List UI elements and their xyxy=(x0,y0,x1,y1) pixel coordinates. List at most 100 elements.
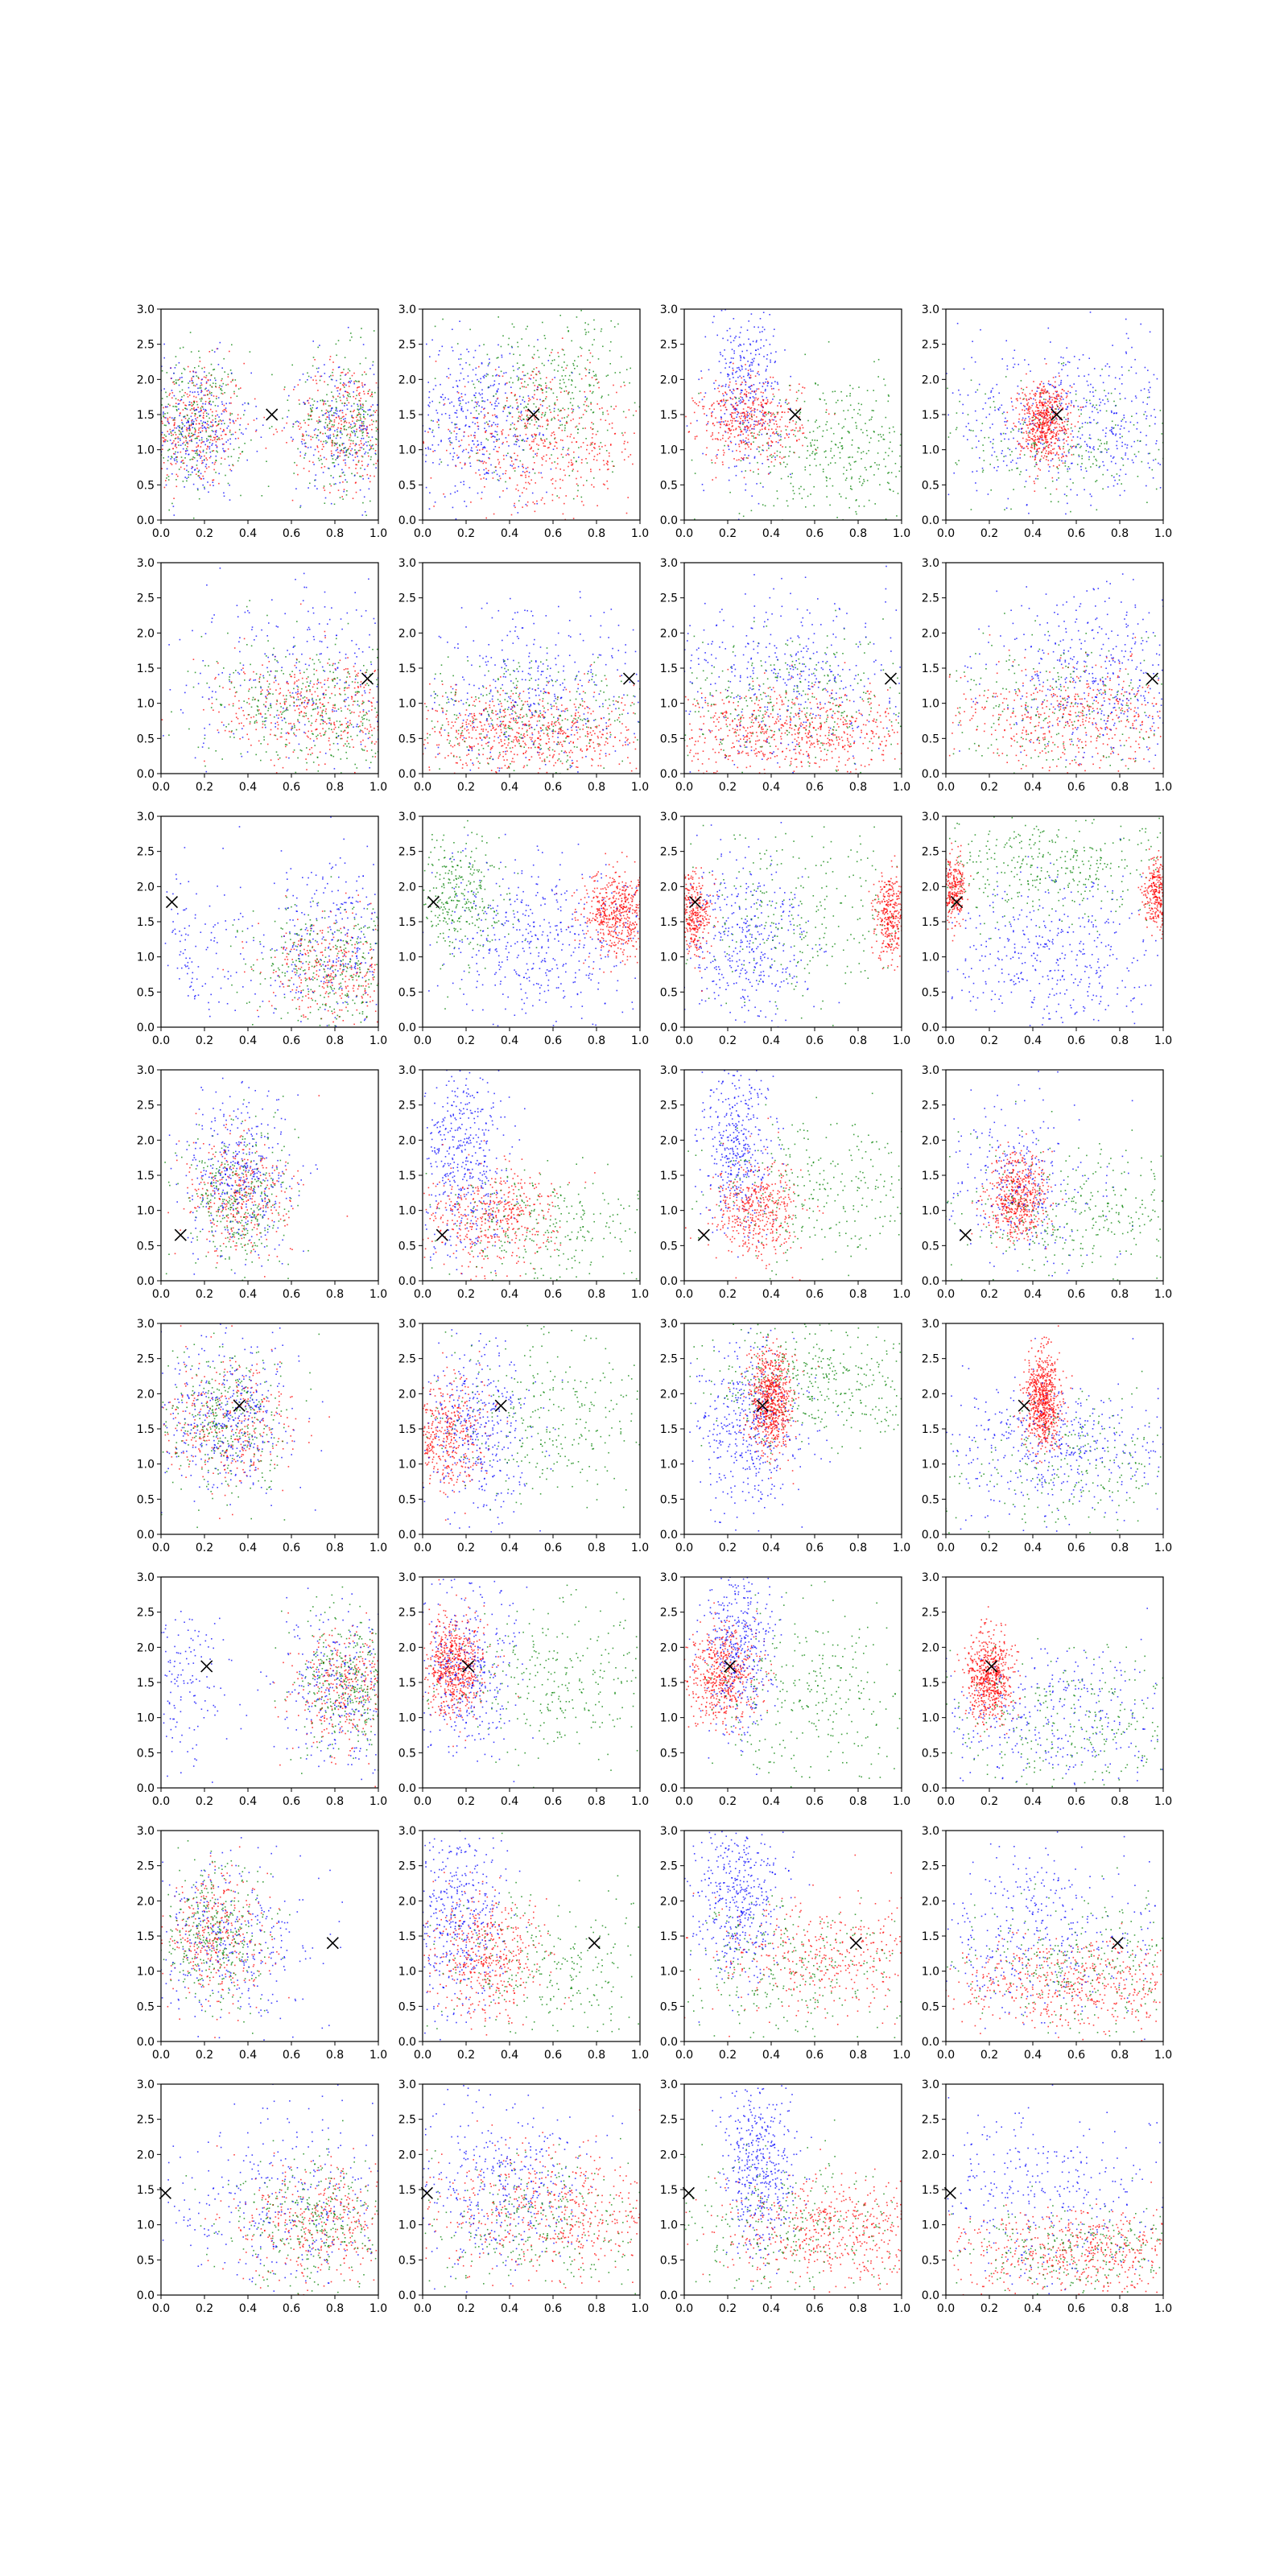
scatter-point xyxy=(361,328,362,329)
scatter-point xyxy=(1067,406,1069,407)
scatter-point xyxy=(328,418,330,420)
scatter-point xyxy=(329,492,331,493)
scatter-point xyxy=(209,484,211,486)
scatter-point xyxy=(1051,481,1054,482)
scatter-point xyxy=(770,435,772,437)
scatter-point xyxy=(1061,396,1063,398)
scatter-point xyxy=(1047,404,1049,407)
scatter-point xyxy=(519,460,522,462)
scatter-point xyxy=(187,446,188,448)
scatter-point xyxy=(751,427,753,430)
scatter-point xyxy=(492,385,494,386)
scatter-point xyxy=(191,407,193,410)
scatter-point xyxy=(758,326,759,328)
scatter-point xyxy=(502,335,504,336)
scatter-point xyxy=(866,480,869,481)
scatter-point xyxy=(1019,457,1021,459)
scatter-point xyxy=(200,431,201,433)
scatter-point xyxy=(1106,452,1108,453)
scatter-point xyxy=(523,364,525,366)
scatter-point xyxy=(353,402,355,405)
scatter-point xyxy=(518,489,519,492)
scatter-point xyxy=(211,426,213,427)
scatter-point xyxy=(738,444,740,445)
scatter-point xyxy=(173,452,175,455)
scatter-point xyxy=(175,382,177,383)
scatter-point xyxy=(888,448,890,449)
scatter-point xyxy=(1111,420,1113,423)
scatter-point xyxy=(724,391,726,393)
scatter-point xyxy=(362,427,365,430)
scatter-point xyxy=(1067,374,1069,377)
scatter-point xyxy=(340,399,341,402)
scatter-point xyxy=(737,426,740,427)
scatter-point xyxy=(423,442,425,444)
scatter-point xyxy=(559,487,561,489)
scatter-point xyxy=(742,459,745,461)
scatter-point xyxy=(514,394,516,397)
scatter-point xyxy=(177,403,180,405)
scatter-point xyxy=(187,427,189,430)
scatter-point xyxy=(873,390,874,391)
scatter-point xyxy=(270,426,273,427)
scatter-point xyxy=(728,467,730,469)
scatter-point xyxy=(592,411,594,414)
scatter-point xyxy=(526,470,528,473)
scatter-point xyxy=(363,425,365,427)
scatter-point xyxy=(208,390,209,391)
scatter-point xyxy=(253,419,255,421)
scatter-point xyxy=(1121,445,1123,448)
scatter-point xyxy=(551,419,552,421)
scatter-point xyxy=(759,331,761,333)
scatter-point xyxy=(590,469,592,470)
scatter-point xyxy=(225,441,227,443)
scatter-point xyxy=(551,418,553,420)
scatter-point xyxy=(724,392,727,394)
scatter-point xyxy=(214,437,216,439)
scatter-point xyxy=(1118,479,1121,481)
scatter-point xyxy=(1096,422,1099,423)
scatter-point xyxy=(1032,442,1034,444)
scatter-point xyxy=(725,424,728,426)
scatter-point xyxy=(1005,376,1007,378)
scatter-point xyxy=(997,409,1000,411)
scatter-point xyxy=(874,462,876,464)
scatter-point xyxy=(748,392,749,394)
scatter-point xyxy=(795,435,796,437)
scatter-point xyxy=(1024,422,1026,423)
scatter-point xyxy=(577,405,579,407)
scatter-point xyxy=(511,346,513,349)
scatter-point xyxy=(508,407,510,408)
scatter-point xyxy=(744,414,746,416)
scatter-point xyxy=(222,448,224,450)
y-tick-label: 1.0 xyxy=(660,444,678,457)
scatter-point xyxy=(347,327,349,328)
scatter-point xyxy=(953,472,955,474)
scatter-point xyxy=(223,357,225,360)
scatter-point xyxy=(540,472,542,474)
scatter-point xyxy=(885,465,886,468)
scatter-point xyxy=(727,374,729,375)
scatter-point xyxy=(733,377,734,378)
scatter-point xyxy=(496,440,497,442)
scatter-point xyxy=(704,336,707,338)
scatter-point xyxy=(1050,421,1051,423)
scatter-point xyxy=(238,428,241,431)
scatter-point xyxy=(522,492,523,493)
scatter-point xyxy=(535,434,538,436)
scatter-point xyxy=(981,467,984,469)
scatter-point xyxy=(819,426,820,427)
scatter-point xyxy=(479,449,481,451)
scatter-point xyxy=(568,391,570,393)
scatter-point xyxy=(747,457,749,459)
scatter-point xyxy=(361,443,362,444)
scatter-point xyxy=(1087,422,1088,424)
scatter-point xyxy=(748,386,750,388)
scatter-point xyxy=(760,391,762,394)
scatter-point xyxy=(1067,450,1070,452)
scatter-point xyxy=(733,362,734,365)
scatter-point xyxy=(760,347,762,349)
scatter-point xyxy=(1042,407,1044,409)
scatter-point xyxy=(330,374,332,377)
scatter-point xyxy=(738,513,741,514)
